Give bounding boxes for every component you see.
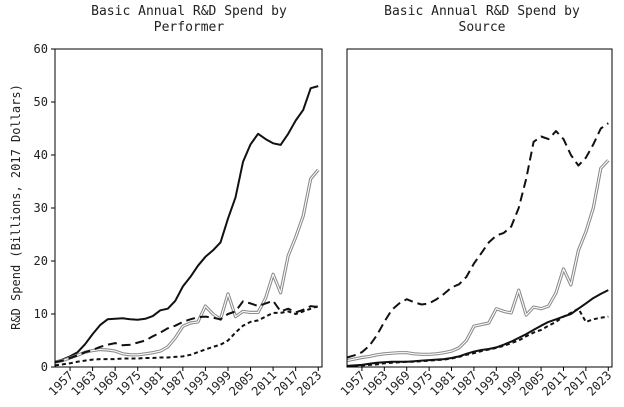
x-tick-label: 1969 — [383, 368, 413, 398]
x-tick-label: 1999 — [204, 368, 234, 398]
x-tick-label: 1963 — [360, 368, 390, 398]
source-chart: Basic Annual R&D Spend by Source 1957196… — [338, 4, 615, 399]
source-chart-series — [346, 122, 610, 368]
y-tick-label: 20 — [34, 254, 48, 268]
source-chart-title-line-1: Basic Annual R&D Spend by — [384, 4, 580, 19]
x-tick-label: 2011 — [249, 368, 279, 398]
x-tick-label: 2011 — [539, 368, 569, 398]
y-tick-label: 40 — [34, 148, 48, 162]
x-tick-label: 2023 — [584, 368, 614, 398]
y-tick-label: 0 — [41, 360, 48, 374]
performer-chart: Basic Annual R&D Spend by Performer R&D … — [9, 4, 324, 399]
performer-chart-y-ticks: 0 10 20 30 40 50 60 — [34, 42, 55, 374]
x-tick-label: 1987 — [159, 368, 189, 398]
y-tick-label: 30 — [34, 201, 48, 215]
source-series-1-double-gray-line-inner — [346, 159, 609, 362]
performer-chart-title-line-2: Performer — [154, 20, 225, 35]
performer-chart-x-ticks: 1957196319691975198119871993199920052011… — [46, 367, 324, 399]
x-tick-label: 2005 — [226, 368, 256, 398]
performer-series-2-long-dash-line — [54, 299, 319, 364]
x-tick-label: 1969 — [91, 368, 121, 398]
x-tick-label: 1975 — [114, 368, 144, 398]
x-tick-label: 1957 — [338, 368, 368, 398]
x-tick-label: 1975 — [405, 368, 435, 398]
y-tick-label: 50 — [34, 95, 48, 109]
performer-chart-title-line-1: Basic Annual R&D Spend by — [91, 4, 287, 19]
x-tick-label: 2017 — [562, 368, 592, 398]
performer-chart-series — [54, 85, 320, 367]
x-tick-label: 2017 — [271, 368, 301, 398]
x-tick-label: 1999 — [494, 368, 524, 398]
performer-series-1-double-gray-line-inner — [54, 169, 319, 363]
source-chart-x-ticks: 1957196319691975198119871993199920052011… — [338, 367, 614, 399]
source-chart-title-line-2: Source — [459, 20, 506, 35]
x-tick-label: 1993 — [181, 368, 211, 398]
x-tick-label: 1981 — [427, 368, 457, 398]
source-series-0-long-dash-line — [346, 122, 609, 359]
source-series-3-short-dash-line — [346, 307, 609, 368]
x-tick-label: 1957 — [46, 368, 76, 398]
performer-series-0-solid-black-line — [54, 85, 319, 363]
x-tick-label: 2005 — [517, 368, 547, 398]
performer-series-3-short-dash-line — [54, 305, 319, 367]
performer-chart-plot-frame — [54, 48, 323, 368]
x-tick-label: 1987 — [450, 368, 480, 398]
x-tick-label: 1963 — [68, 368, 98, 398]
x-tick-label: 2023 — [294, 368, 324, 398]
x-tick-label: 1981 — [136, 368, 166, 398]
performer-chart-y-axis-label: R&D Spend (Billions, 2017 Dollars) — [9, 84, 23, 330]
x-tick-label: 1993 — [472, 368, 502, 398]
y-tick-label: 10 — [34, 307, 48, 321]
y-tick-label: 60 — [34, 42, 48, 56]
source-series-1-double-gray-line — [346, 159, 610, 363]
source-chart-plot-frame — [346, 48, 613, 368]
